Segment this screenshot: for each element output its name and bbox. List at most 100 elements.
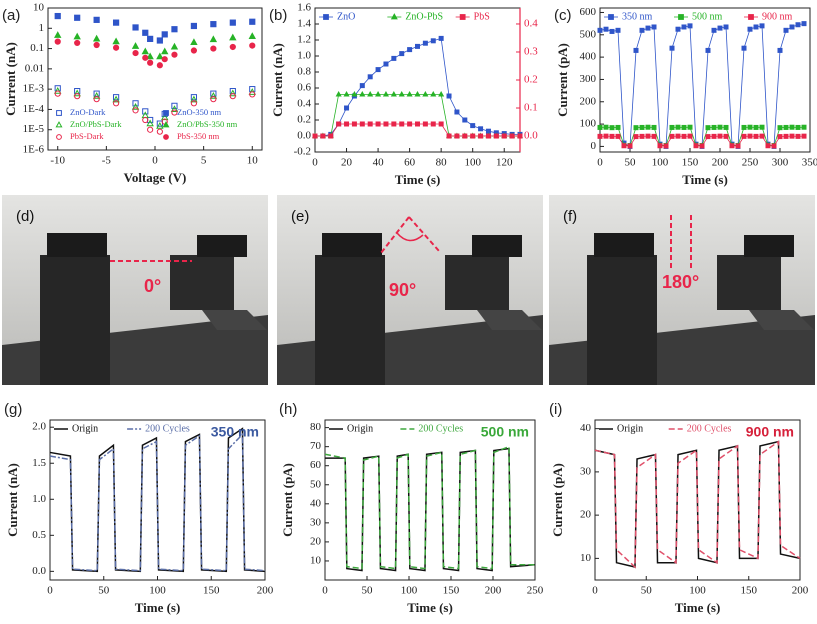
data-point	[597, 124, 603, 130]
data-point	[446, 93, 452, 99]
data-point	[777, 134, 783, 140]
data-point	[112, 44, 120, 51]
y-tick-label: 40	[310, 497, 322, 509]
data-point	[681, 133, 687, 139]
data-point	[190, 100, 198, 107]
data-point	[336, 121, 342, 127]
data-point	[415, 43, 420, 49]
data-point	[398, 90, 405, 97]
x-tick-label: 0	[597, 157, 603, 169]
data-point	[414, 90, 421, 97]
panel-label: (a)	[2, 7, 20, 24]
panel-label: (c)	[554, 7, 572, 24]
data-point	[146, 119, 154, 127]
data-point	[209, 35, 218, 43]
data-point	[131, 42, 140, 49]
data-point	[93, 41, 100, 49]
x-tick-label: 100	[401, 585, 418, 597]
data-point	[161, 113, 169, 121]
data-point	[161, 31, 168, 38]
y-tick-label: 1.0	[297, 50, 311, 62]
panel-label: (b)	[269, 7, 287, 24]
data-point	[383, 61, 389, 67]
data-point	[112, 19, 120, 26]
data-point	[693, 143, 699, 149]
data-point	[112, 94, 120, 101]
x-tick-label: 50	[362, 585, 374, 597]
y2-tick-label: 0.4	[524, 18, 538, 30]
data-point	[328, 133, 334, 139]
photo-panel: (f) 180°	[549, 195, 815, 385]
data-point	[142, 108, 149, 115]
data-point	[609, 133, 615, 139]
data-point	[73, 89, 81, 97]
x-tick-label: 150	[682, 157, 699, 169]
legend-label: Origin	[347, 423, 373, 434]
data-point	[627, 143, 633, 149]
data-point	[407, 121, 413, 127]
x-tick-label: 200	[792, 585, 809, 597]
plot-frame	[314, 7, 521, 153]
data-point	[375, 90, 382, 97]
data-point	[485, 133, 491, 139]
y-tick-label: 70	[310, 440, 322, 452]
x-tick-label: 200	[257, 585, 274, 597]
data-point	[615, 27, 621, 33]
data-point	[54, 31, 62, 38]
data-point	[462, 117, 468, 123]
data-point	[789, 133, 795, 139]
y-tick-label: 1	[39, 22, 45, 34]
x-tick-label: -10	[50, 155, 65, 167]
photo-panel: (d) 0°	[2, 195, 268, 385]
data-point	[789, 24, 795, 30]
data-point	[406, 90, 413, 97]
y-tick-label: 100	[580, 118, 597, 130]
series-line	[594, 440, 801, 569]
data-point	[54, 38, 61, 45]
data-point	[669, 133, 675, 139]
data-point	[391, 121, 397, 127]
x-tick-label: -5	[102, 155, 112, 167]
data-point	[633, 125, 639, 131]
data-point	[422, 90, 429, 97]
data-point	[156, 37, 163, 44]
legend-label: 200 Cycles	[418, 423, 463, 434]
data-point	[171, 102, 178, 109]
data-point	[454, 133, 460, 139]
data-point	[171, 51, 178, 58]
data-point	[633, 47, 639, 53]
angle-label: 180°	[662, 272, 699, 292]
data-point	[501, 133, 507, 139]
data-point	[343, 90, 350, 97]
data-point	[132, 24, 139, 31]
data-point	[438, 121, 444, 127]
y-tick-label: 0.0	[297, 130, 311, 142]
x-tick-label: 200	[485, 585, 502, 597]
data-point	[633, 134, 639, 140]
data-point	[142, 116, 149, 124]
y-tick-label: 50	[310, 478, 322, 490]
y-tick-label: 1E-3	[23, 83, 45, 95]
x-tick-label: 100	[149, 585, 166, 597]
x-tick-label: 100	[464, 157, 481, 169]
data-point	[141, 47, 149, 55]
legend-marker	[56, 110, 62, 116]
photo-panel: (e) 90°	[277, 195, 543, 385]
x-tick-label: 100	[689, 585, 706, 597]
data-point	[645, 25, 651, 31]
panel-label: (i)	[549, 401, 562, 418]
data-point	[657, 143, 663, 149]
plot-frame	[324, 419, 536, 581]
data-point	[156, 62, 163, 69]
data-point	[351, 90, 358, 97]
y2-tick-label: 0.1	[524, 102, 538, 114]
legend-marker	[56, 134, 62, 140]
y-tick-label: 0.2	[297, 114, 311, 126]
data-point	[249, 91, 256, 98]
data-point	[603, 124, 609, 130]
data-point	[687, 133, 693, 139]
data-point	[344, 105, 350, 111]
angle-label: 0°	[144, 276, 161, 296]
y-tick-label: 0.6	[297, 82, 311, 94]
